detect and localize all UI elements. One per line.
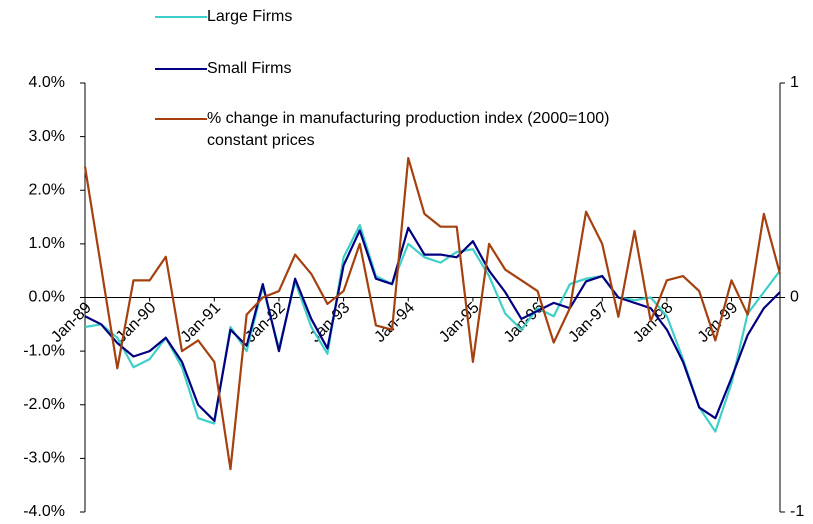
legend-label: Small Firms: [207, 60, 292, 77]
y-tick-label: 2.0%: [29, 181, 65, 198]
y-tick-label: -3.0%: [23, 450, 65, 467]
legend-swatch: [155, 16, 207, 18]
legend-swatch: [155, 118, 207, 120]
series-line: [84, 226, 781, 422]
legend-swatch: [155, 68, 207, 70]
x-tick-label: Jan-91: [178, 299, 225, 346]
series-line: [83, 156, 782, 471]
legend-label: Large Firms: [207, 8, 293, 25]
x-tick-label: Jan-90: [113, 299, 160, 346]
legend-label: % change in manufacturing production ind…: [207, 110, 610, 149]
y2-tick-label: 1: [790, 74, 799, 91]
y-tick-label: -2.0%: [23, 396, 65, 413]
x-tick-label: Jan-89: [48, 299, 95, 346]
x-tick-label: Jan-99: [695, 299, 742, 346]
series-line: [84, 224, 781, 433]
y-tick-label: 0.0%: [29, 289, 65, 306]
y2-tick-label: -1: [790, 503, 804, 520]
y-tick-label: 1.0%: [29, 235, 65, 252]
y2-tick-label: 0: [790, 289, 799, 306]
y-tick-label: 4.0%: [29, 74, 65, 91]
legend-entry: Small Firms: [155, 58, 627, 80]
legend-entry: Large Firms: [155, 6, 627, 28]
x-tick-label: Jan-97: [565, 299, 612, 346]
x-tick-label: Jan-96: [501, 299, 548, 346]
y-tick-label: -4.0%: [23, 503, 65, 520]
legend-entry: % change in manufacturing production ind…: [155, 108, 627, 152]
y-tick-label: 3.0%: [29, 128, 65, 145]
y-tick-label: -1.0%: [23, 342, 65, 359]
